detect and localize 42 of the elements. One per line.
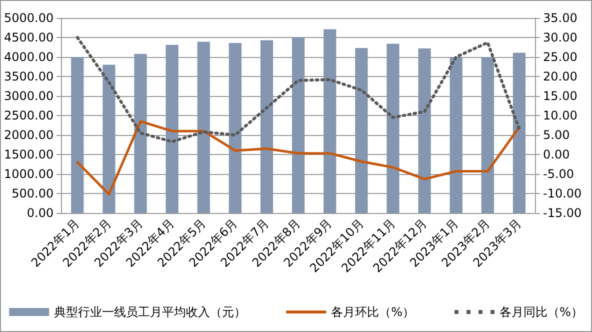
y-tick-label: 3000.00 bbox=[4, 89, 54, 103]
bar bbox=[481, 57, 494, 213]
y2-tick-label: 5.00 bbox=[543, 128, 570, 142]
bar bbox=[102, 64, 116, 213]
bar bbox=[418, 48, 431, 213]
bar bbox=[166, 44, 178, 213]
bar bbox=[228, 42, 242, 213]
y2-tick-label: 20.00 bbox=[543, 70, 578, 84]
bar bbox=[450, 57, 462, 213]
bar bbox=[386, 44, 400, 213]
y-tick-label: 1500.00 bbox=[4, 148, 54, 162]
bar bbox=[512, 52, 526, 213]
bar bbox=[260, 40, 274, 213]
bar bbox=[324, 29, 336, 213]
y2-tick-label: 10.00 bbox=[543, 108, 578, 122]
y2-tick-label: -15.00 bbox=[543, 206, 582, 220]
bar bbox=[197, 42, 210, 213]
y-tick-label: 1000.00 bbox=[4, 167, 54, 181]
y-tick-label: 2500.00 bbox=[4, 108, 54, 122]
line-series bbox=[76, 120, 520, 196]
bar bbox=[292, 38, 305, 213]
y2-tick-label: 25.00 bbox=[543, 50, 578, 64]
bar bbox=[134, 54, 147, 213]
line-series bbox=[76, 36, 521, 144]
y2-tick-label: 15.00 bbox=[543, 89, 578, 103]
legend-label: 各月环比（%） bbox=[331, 305, 415, 319]
legend-label: 典型行业一线员工月平均收入（元） bbox=[54, 305, 246, 319]
y-tick-label: 4500.00 bbox=[4, 30, 54, 44]
legend-label: 各月同比（%） bbox=[500, 305, 583, 319]
y2-tick-label: 30.00 bbox=[543, 30, 578, 44]
bar bbox=[71, 57, 84, 213]
y2-tick-label: 0.00 bbox=[543, 148, 570, 162]
y-tick-label: 2000.00 bbox=[4, 128, 54, 142]
y-tick-label: 3500.00 bbox=[4, 70, 54, 84]
y2-tick-label: -5.00 bbox=[543, 167, 574, 181]
y2-tick-label: -10.00 bbox=[543, 186, 582, 200]
y-tick-label: 500.00 bbox=[12, 186, 54, 200]
y2-tick-label: 35.00 bbox=[543, 11, 578, 25]
bar bbox=[355, 48, 368, 213]
y-tick-label: 0.00 bbox=[26, 206, 54, 220]
y-tick-label: 5000.00 bbox=[4, 11, 54, 25]
y-tick-label: 4000.00 bbox=[4, 50, 54, 64]
